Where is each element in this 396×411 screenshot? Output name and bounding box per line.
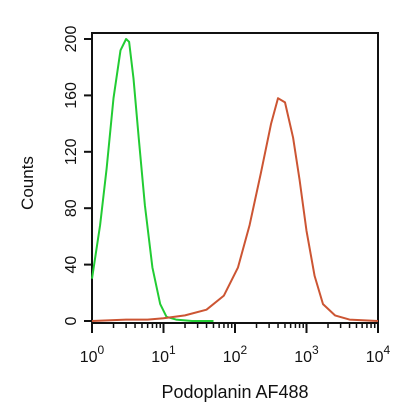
y-tick-label-0: 0: [63, 316, 80, 325]
y-tick-label-160: 160: [63, 82, 80, 109]
x-tick-label-10^4: 104: [366, 343, 391, 366]
series-line-2: [91, 97, 379, 322]
series-layer: [91, 38, 379, 322]
x-axis: 100 101 102 103 104: [80, 323, 391, 366]
y-axis-label: Counts: [18, 156, 37, 210]
series-line-1: [91, 38, 214, 322]
x-tick-label-10^0: 100: [80, 343, 105, 366]
x-tick-label-10^3: 103: [294, 343, 319, 366]
y-tick-label-40: 40: [63, 256, 80, 274]
y-axis: 0 40 80 120 160 200: [63, 26, 92, 325]
y-tick-label-200: 200: [63, 26, 80, 53]
x-axis-label: Podoplanin AF488: [161, 382, 308, 402]
x-tick-label-10^1: 101: [151, 343, 176, 366]
y-tick-label-120: 120: [63, 138, 80, 165]
plot-frame: [91, 32, 379, 324]
y-tick-label-80: 80: [63, 199, 80, 217]
x-tick-label-10^2: 102: [223, 343, 248, 366]
